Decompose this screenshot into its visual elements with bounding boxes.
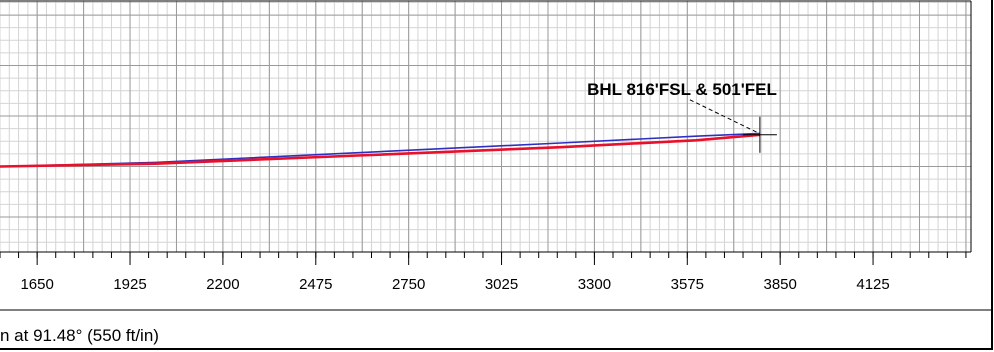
x-tick-label: 1925	[113, 276, 146, 293]
x-tick-label: 2475	[299, 276, 332, 293]
x-tick-label: 4125	[856, 276, 889, 293]
x-tick-label: 3025	[485, 276, 518, 293]
x-tick-label: 3575	[671, 276, 704, 293]
x-tick-label: 2750	[392, 276, 425, 293]
annotation-leader-1	[689, 99, 759, 134]
series-lines	[0, 132, 761, 168]
annotation-label-1: BHL 816'FSL & 501'FEL	[587, 80, 777, 99]
x-tick-label: 1650	[20, 276, 53, 293]
x-tick-label: 3300	[578, 276, 611, 293]
x-tick-label: 2200	[206, 276, 239, 293]
grid	[0, 1, 971, 252]
x-axis-label: n at 91.48° (550 ft/in)	[0, 326, 159, 345]
x-axis: 1650 1925 2200 2475 2750 3025 3300 3575 3850 4125	[0, 252, 967, 293]
annotations: BHL 816'FSL & 501'FEL	[587, 80, 777, 134]
target-marker	[742, 116, 777, 153]
series-line-2	[0, 133, 761, 168]
x-tick-label: 3850	[763, 276, 796, 293]
